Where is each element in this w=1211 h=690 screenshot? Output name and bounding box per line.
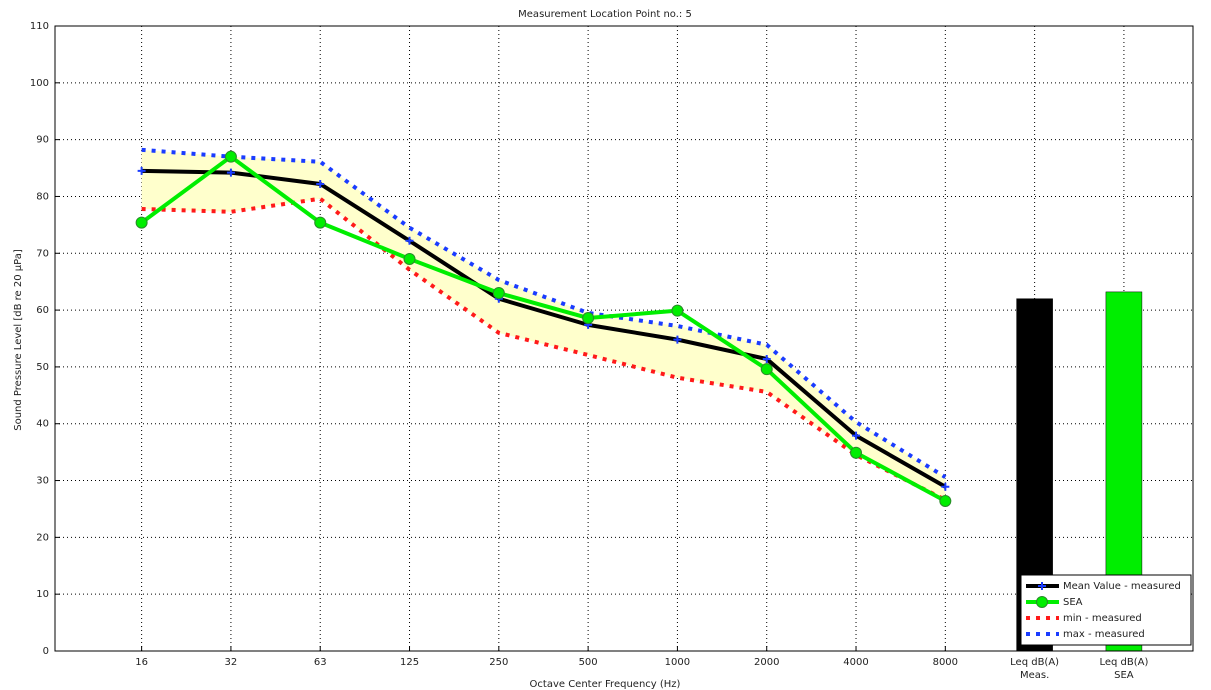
axes-frame bbox=[54, 25, 1194, 652]
legend-label: max - measured bbox=[1063, 629, 1145, 640]
legend-marker bbox=[1038, 582, 1046, 590]
line bbox=[140, 154, 947, 503]
x-tick-label: 250 bbox=[489, 657, 509, 668]
x-tick-label: 125 bbox=[399, 657, 420, 668]
marker bbox=[941, 482, 950, 491]
chart-title: Measurement Location Point no.: 5 bbox=[518, 9, 692, 20]
marker bbox=[224, 150, 237, 163]
legend-label: SEA bbox=[1063, 597, 1083, 608]
line bbox=[141, 168, 947, 489]
marker bbox=[673, 335, 682, 344]
y-tick-label: 40 bbox=[36, 419, 49, 430]
marker bbox=[939, 495, 952, 507]
y-tick-label: 80 bbox=[36, 191, 49, 202]
y-tick-label: 30 bbox=[36, 476, 49, 487]
y-tick-label: 100 bbox=[30, 78, 49, 89]
x-tick-label: 16 bbox=[135, 657, 148, 668]
y-tick-label: 50 bbox=[36, 362, 49, 373]
x-tick-label: 4000 bbox=[843, 657, 869, 668]
y-tick-label: 10 bbox=[36, 589, 49, 600]
marker bbox=[492, 287, 505, 300]
range-band bbox=[141, 149, 946, 500]
x-axis-label: Octave Center Frequency (Hz) bbox=[530, 679, 681, 690]
line bbox=[141, 196, 947, 502]
y-tick-label: 90 bbox=[36, 135, 49, 146]
x-tick-label: 32 bbox=[224, 657, 238, 668]
x-tick-label: 1000 bbox=[664, 657, 691, 668]
y-tick-label: 110 bbox=[30, 21, 49, 32]
marker bbox=[671, 304, 684, 317]
marker bbox=[137, 166, 146, 175]
x-tick-label: 63 bbox=[313, 657, 327, 668]
marker bbox=[316, 179, 325, 188]
marker bbox=[852, 431, 861, 440]
x-tick-label: Leq dB(A) Meas. bbox=[1010, 657, 1060, 681]
line bbox=[141, 147, 947, 479]
marker bbox=[760, 363, 773, 376]
legend-label: min - measured bbox=[1063, 613, 1142, 624]
y-tick-label: 0 bbox=[43, 646, 49, 657]
marker bbox=[850, 446, 863, 459]
legend: Mean Value - measured SEA min - measured ma… bbox=[1020, 574, 1192, 646]
x-tick-label: 2000 bbox=[753, 657, 780, 668]
y-tick-label: 70 bbox=[36, 248, 49, 259]
marker bbox=[314, 216, 327, 229]
x-tick-label: Leq dB(A) SEA bbox=[1099, 657, 1149, 681]
marker bbox=[762, 354, 771, 363]
legend-marker bbox=[1036, 596, 1048, 608]
marker bbox=[403, 252, 416, 265]
x-tick-label: 500 bbox=[578, 657, 598, 668]
marker bbox=[582, 312, 595, 325]
marker bbox=[226, 168, 235, 177]
y-axis-label: Sound Pressure Level [dB re 20 µPa] bbox=[13, 249, 24, 431]
y-tick-label: 20 bbox=[36, 532, 49, 543]
marker bbox=[135, 216, 148, 229]
marker bbox=[405, 236, 414, 245]
legend-label: Mean Value - measured bbox=[1063, 581, 1181, 592]
x-tick-label: 8000 bbox=[932, 657, 959, 668]
y-tick-label: 60 bbox=[36, 305, 49, 316]
